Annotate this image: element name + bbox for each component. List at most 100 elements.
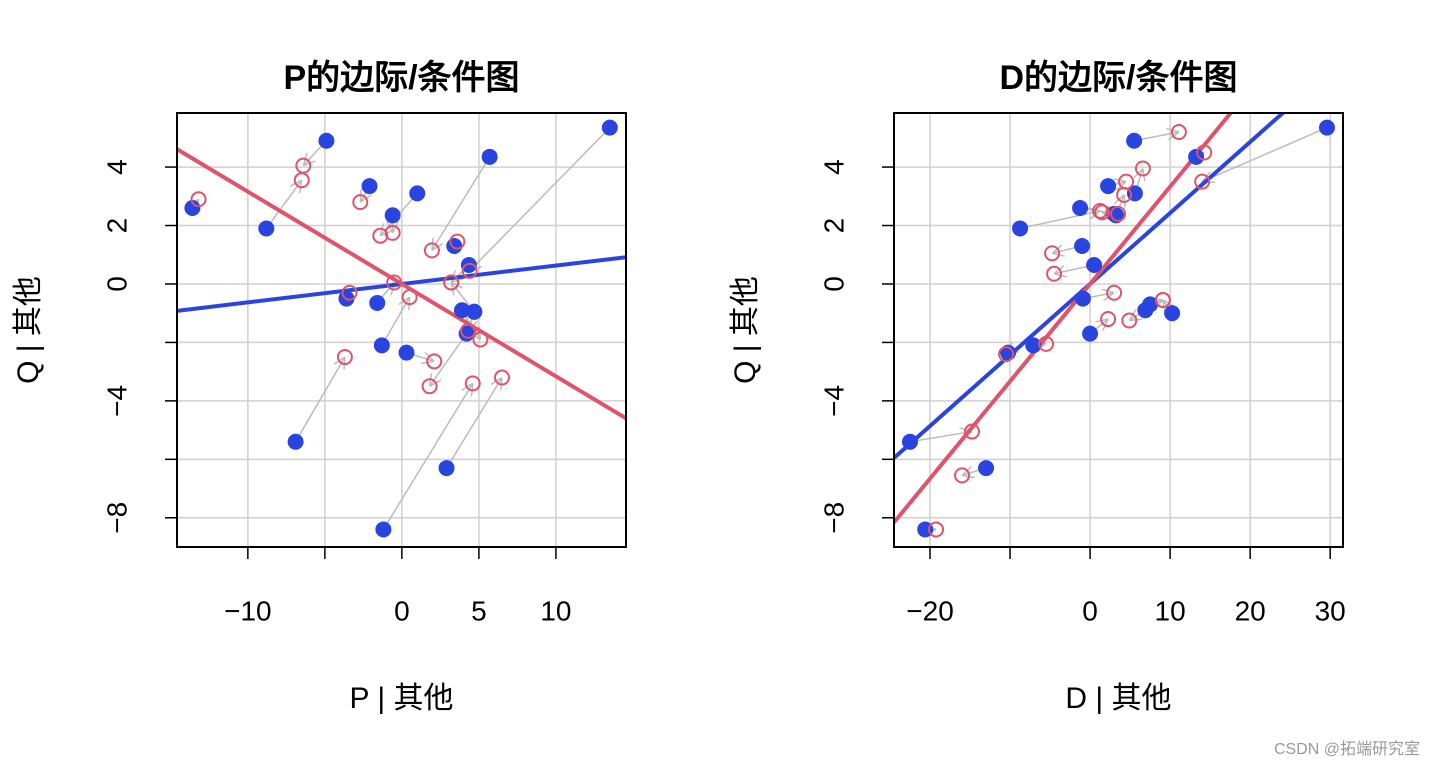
point: [287, 433, 304, 450]
y-tick-label: 2: [101, 218, 132, 234]
y-tick-label: 0: [101, 276, 132, 292]
chart-title: P的边际/条件图: [283, 59, 519, 97]
point: [902, 433, 919, 450]
x-tick-label: −20: [906, 595, 954, 626]
point: [401, 289, 418, 306]
arrow: [445, 377, 502, 469]
point: [601, 119, 618, 136]
y-tick-label: 0: [818, 276, 849, 292]
panel: −20 0 10 20 30 −8 −4 0 2 4 D的边际/条件图 D | 其他 Q | 其他: [729, 59, 1346, 715]
x-tick-label: 10: [540, 595, 571, 626]
point: [466, 303, 483, 320]
x-tick-label: 5: [471, 595, 487, 626]
plot-frame: [893, 112, 1344, 548]
x-tick-label: −10: [224, 595, 272, 626]
point: [464, 375, 481, 392]
point: [978, 460, 995, 477]
y-tick-label: −8: [101, 502, 132, 534]
point: [1074, 290, 1091, 307]
arrow: [430, 333, 468, 387]
point: [1072, 199, 1089, 216]
y-tick-label: 4: [818, 159, 849, 175]
point: [1134, 160, 1151, 177]
point: [341, 284, 358, 301]
point: [423, 242, 440, 259]
arrow: [1202, 126, 1328, 182]
point: [460, 256, 477, 273]
point: [409, 185, 426, 202]
fit-line: [894, 113, 1286, 460]
point: [1038, 335, 1055, 352]
point: [1126, 132, 1143, 149]
point: [361, 178, 378, 195]
x-tick-label: 20: [1235, 595, 1266, 626]
point: [1154, 292, 1171, 309]
panel: −10 0 5 10 −8 −4 0 2 4 P的边际/条件图 P | 其他 Q | 其他: [12, 59, 627, 715]
point: [928, 521, 945, 538]
x-tick-label: 0: [1082, 595, 1098, 626]
point: [1106, 284, 1123, 301]
x-axis-label: P | 其他: [350, 682, 454, 715]
point: [421, 378, 438, 395]
point: [1100, 311, 1117, 328]
point: [494, 369, 511, 386]
y-axis-label: Q | 其他: [12, 276, 45, 384]
arrow: [1019, 211, 1100, 230]
point: [1044, 245, 1061, 262]
point: [1121, 312, 1138, 329]
arrow: [432, 156, 491, 251]
point: [375, 521, 392, 538]
y-tick-label: 2: [818, 218, 849, 234]
watermark: CSDN @拓端研究室: [1274, 740, 1420, 758]
point: [443, 274, 460, 291]
plot-area: [177, 119, 626, 538]
point: [1137, 302, 1154, 319]
point: [372, 227, 389, 244]
point: [1046, 265, 1063, 282]
point: [1170, 123, 1187, 140]
x-tick-label: 10: [1155, 595, 1186, 626]
y-tick-label: 4: [101, 159, 132, 175]
arrow: [909, 432, 972, 443]
fit-line: [894, 113, 1234, 524]
y-tick-label: −4: [101, 385, 132, 417]
point: [1164, 305, 1181, 322]
point: [190, 191, 207, 208]
point: [1086, 256, 1103, 273]
point: [1092, 202, 1109, 219]
point: [1074, 237, 1091, 254]
point: [472, 331, 489, 348]
point: [318, 132, 335, 149]
point: [1188, 148, 1205, 165]
y-tick-label: −4: [818, 385, 849, 417]
y-tick-label: −8: [818, 502, 849, 534]
point: [449, 233, 466, 250]
point: [352, 194, 369, 211]
point: [398, 344, 415, 361]
arrow: [265, 180, 301, 229]
plot-area: [894, 113, 1335, 538]
point: [293, 172, 310, 189]
point: [373, 337, 390, 354]
chart-title: D的边际/条件图: [1000, 59, 1238, 97]
point: [998, 346, 1015, 363]
arrow: [382, 383, 472, 530]
point: [460, 322, 477, 339]
x-tick-label: 0: [394, 595, 410, 626]
plot-frame: [176, 112, 627, 548]
y-axis-label: Q | 其他: [729, 276, 762, 384]
point: [1110, 205, 1127, 222]
point: [384, 207, 401, 224]
point: [426, 353, 443, 370]
point: [1194, 173, 1211, 190]
point: [386, 274, 403, 291]
arrow: [381, 297, 410, 346]
point: [1196, 144, 1213, 161]
point: [369, 294, 386, 311]
point: [258, 220, 275, 237]
point: [481, 148, 498, 165]
x-axis-label: D | 其他: [1065, 682, 1171, 715]
point: [1012, 220, 1029, 237]
point: [954, 467, 971, 484]
